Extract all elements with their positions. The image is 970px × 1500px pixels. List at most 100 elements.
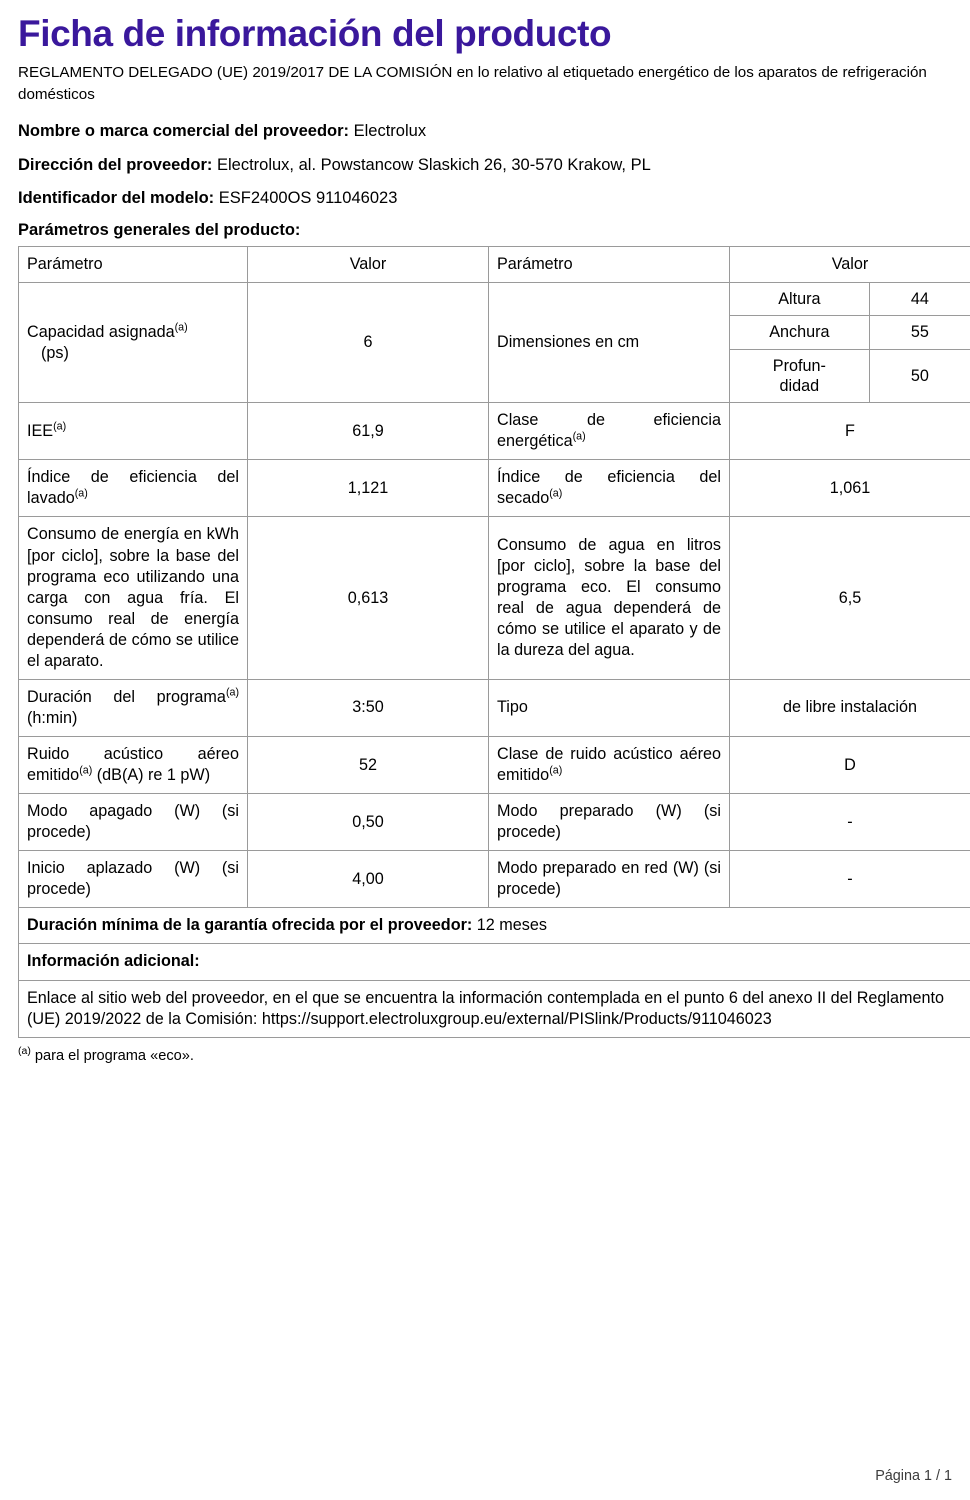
- value-clase-ruido: D: [729, 735, 970, 795]
- footnote-marker: (a): [53, 420, 67, 433]
- param-clase-text: Clase de eficiencia energética: [497, 411, 721, 451]
- value-modo-apagado: 0,50: [247, 793, 489, 852]
- dimensions-table: Altura 44 Anchura 55 Profun-didad 50: [730, 283, 970, 403]
- value-ruido-acustico: 52: [247, 735, 489, 795]
- table-row: Ruido acústico aéreo emitido(a) (dB(A) r…: [18, 735, 970, 795]
- param-clase-ruido: Clase de ruido acústico aéreo emitido(a): [488, 735, 730, 795]
- param-clase-eficiencia-energetica: Clase de eficiencia energética(a): [488, 402, 730, 461]
- additional-info-row: Información adicional:: [18, 943, 970, 981]
- model-identifier-value: ESF2400OS 911046023: [218, 188, 398, 207]
- table-row: Capacidad asignada(a) (ps) 6 Dimensiones…: [18, 282, 970, 404]
- value-modo-preparado-red: -: [729, 850, 970, 909]
- header-parametro-1: Parámetro: [18, 246, 248, 284]
- page-title: Ficha de información del producto: [18, 13, 612, 54]
- footnote-marker: (a): [79, 764, 93, 777]
- model-identifier-label: Identificador del modelo:: [18, 188, 215, 207]
- table-row: Consumo de energía en kWh [por ciclo], s…: [18, 516, 970, 680]
- footnote-marker: (a): [225, 686, 239, 699]
- supplier-link-url[interactable]: https://support.electroluxgroup.eu/exter…: [261, 1009, 772, 1028]
- value-duracion-programa: 3:50: [247, 678, 489, 738]
- value-inicio-aplazado: 4,00: [247, 850, 489, 909]
- param-indice-secado: Índice de eficiencia del secado(a): [488, 459, 730, 518]
- dimension-value-anchura: 55: [869, 315, 970, 350]
- warranty-row: Duración mínima de la garantía ofrecida …: [18, 907, 970, 945]
- supplier-link-description: Enlace al sitio web del proveedor, en el…: [27, 988, 944, 1028]
- table-row: Inicio aplazado (W) (si procede) 4,00 Mo…: [18, 850, 970, 909]
- value-clase-eficiencia-energetica: F: [729, 402, 970, 461]
- dimension-value-profundidad: 50: [910, 366, 929, 385]
- param-indice-lavado: Índice de eficiencia del lavado(a): [18, 459, 248, 518]
- product-parameters-table: Parámetro Valor Parámetro Valor Capacida…: [18, 246, 970, 1038]
- value-iee: 61,9: [247, 402, 489, 461]
- footnote-marker: (a): [549, 764, 563, 777]
- supplier-name-label: Nombre o marca comercial del proveedor:: [18, 122, 350, 141]
- value-capacidad-asignada: 6: [247, 282, 489, 404]
- value-indice-lavado: 1,121: [247, 459, 489, 518]
- supplier-address-value: Electrolux, al. Powstancow Slaskich 26, …: [216, 155, 651, 174]
- param-modo-apagado: Modo apagado (W) (si procede): [18, 793, 248, 852]
- param-tipo: Tipo: [488, 678, 730, 738]
- footnote-marker: (a): [18, 1044, 31, 1057]
- param-ruido-text: Ruido acústico aéreo emitido: [27, 745, 239, 785]
- param-consumo-agua: Consumo de agua en litros [por ciclo], s…: [488, 516, 730, 680]
- param-modo-preparado-red: Modo preparado en red (W) (si procede): [488, 850, 730, 909]
- table-header-row: Parámetro Valor Parámetro Valor: [18, 246, 970, 284]
- param-capacidad-unit: (ps): [41, 343, 69, 362]
- footnote-marker: (a): [549, 487, 563, 500]
- page-footer: Página 1 / 1: [875, 1468, 952, 1484]
- param-capacidad-text: Capacidad asignada: [27, 322, 175, 341]
- warranty-cell: Duración mínima de la garantía ofrecida …: [18, 907, 970, 945]
- dimension-label-altura: Altura: [730, 283, 870, 317]
- param-ruido-acustico: Ruido acústico aéreo emitido(a) (dB(A) r…: [18, 735, 248, 795]
- footnote-text: para el programa «eco».: [34, 1047, 194, 1064]
- additional-info-cell: Información adicional:: [18, 943, 970, 981]
- value-consumo-energia: 0,613: [247, 516, 489, 680]
- warranty-value: 12 meses: [476, 916, 547, 935]
- param-ruido-unit: (dB(A) re 1 pW): [96, 766, 211, 785]
- regulation-intro-text: REGLAMENTO DELEGADO (UE) 2019/2017 DE LA…: [18, 63, 927, 104]
- dimension-row-profundidad: Profun-didad 50: [730, 349, 970, 403]
- dimension-label-anchura: Anchura: [730, 315, 870, 350]
- param-dimensiones: Dimensiones en cm: [488, 282, 730, 404]
- param-inicio-aplazado: Inicio aplazado (W) (si procede): [18, 850, 248, 909]
- footnote-marker: (a): [174, 321, 188, 334]
- dimension-row-altura: Altura 44: [730, 283, 970, 317]
- supplier-address-row: Dirección del proveedor: Electrolux, al.…: [4, 148, 966, 181]
- param-duracion-programa: Duración del programa(a) (h:min): [18, 678, 248, 738]
- param-duracion-text: Duración del programa: [27, 687, 226, 706]
- supplier-name-row: Nombre o marca comercial del proveedor: …: [4, 114, 966, 147]
- table-row: Índice de eficiencia del lavado(a) 1,121…: [18, 459, 970, 518]
- value-tipo: de libre instalación: [729, 678, 970, 738]
- param-indice-lavado-text: Índice de eficiencia del lavado: [27, 468, 239, 508]
- dimensions-cell: Altura 44 Anchura 55 Profun-didad 50: [729, 282, 970, 404]
- dimension-row-anchura: Anchura 55: [730, 315, 970, 350]
- warranty-label: Duración mínima de la garantía ofrecida …: [27, 916, 473, 935]
- supplier-address-label: Dirección del proveedor:: [18, 155, 213, 174]
- general-parameters-heading: Parámetros generales del producto:: [18, 221, 301, 240]
- param-iee: IEE(a): [18, 402, 248, 461]
- supplier-link-cell: Enlace al sitio web del proveedor, en el…: [18, 979, 970, 1038]
- header-parametro-2: Parámetro: [488, 246, 730, 284]
- supplier-link-row: Enlace al sitio web del proveedor, en el…: [18, 979, 970, 1038]
- table-row: Duración del programa(a) (h:min) 3:50 Ti…: [18, 678, 970, 738]
- param-iee-text: IEE: [27, 421, 54, 440]
- param-duracion-unit: (h:min): [27, 708, 78, 727]
- param-capacidad-asignada: Capacidad asignada(a) (ps): [18, 282, 248, 404]
- supplier-name-value: Electrolux: [353, 122, 427, 141]
- footnote-marker: (a): [74, 487, 88, 500]
- dimension-label-profundidad: Profun-didad: [730, 349, 870, 403]
- footnote-marker: (a): [572, 430, 586, 443]
- header-valor-1: Valor: [247, 246, 489, 284]
- param-clase-ruido-text: Clase de ruido acústico aéreo emitido: [497, 745, 721, 785]
- table-row: Modo apagado (W) (si procede) 0,50 Modo …: [18, 793, 970, 852]
- additional-info-label: Información adicional:: [27, 952, 200, 971]
- model-identifier-row: Identificador del modelo: ESF2400OS 9110…: [4, 181, 966, 214]
- param-consumo-energia: Consumo de energía en kWh [por ciclo], s…: [18, 516, 248, 680]
- param-modo-preparado: Modo preparado (W) (si procede): [488, 793, 730, 852]
- value-indice-secado: 1,061: [729, 459, 970, 518]
- value-consumo-agua: 6,5: [729, 516, 970, 680]
- value-modo-preparado: -: [729, 793, 970, 852]
- dimension-value-altura: 44: [869, 283, 970, 317]
- header-valor-2: Valor: [729, 246, 970, 284]
